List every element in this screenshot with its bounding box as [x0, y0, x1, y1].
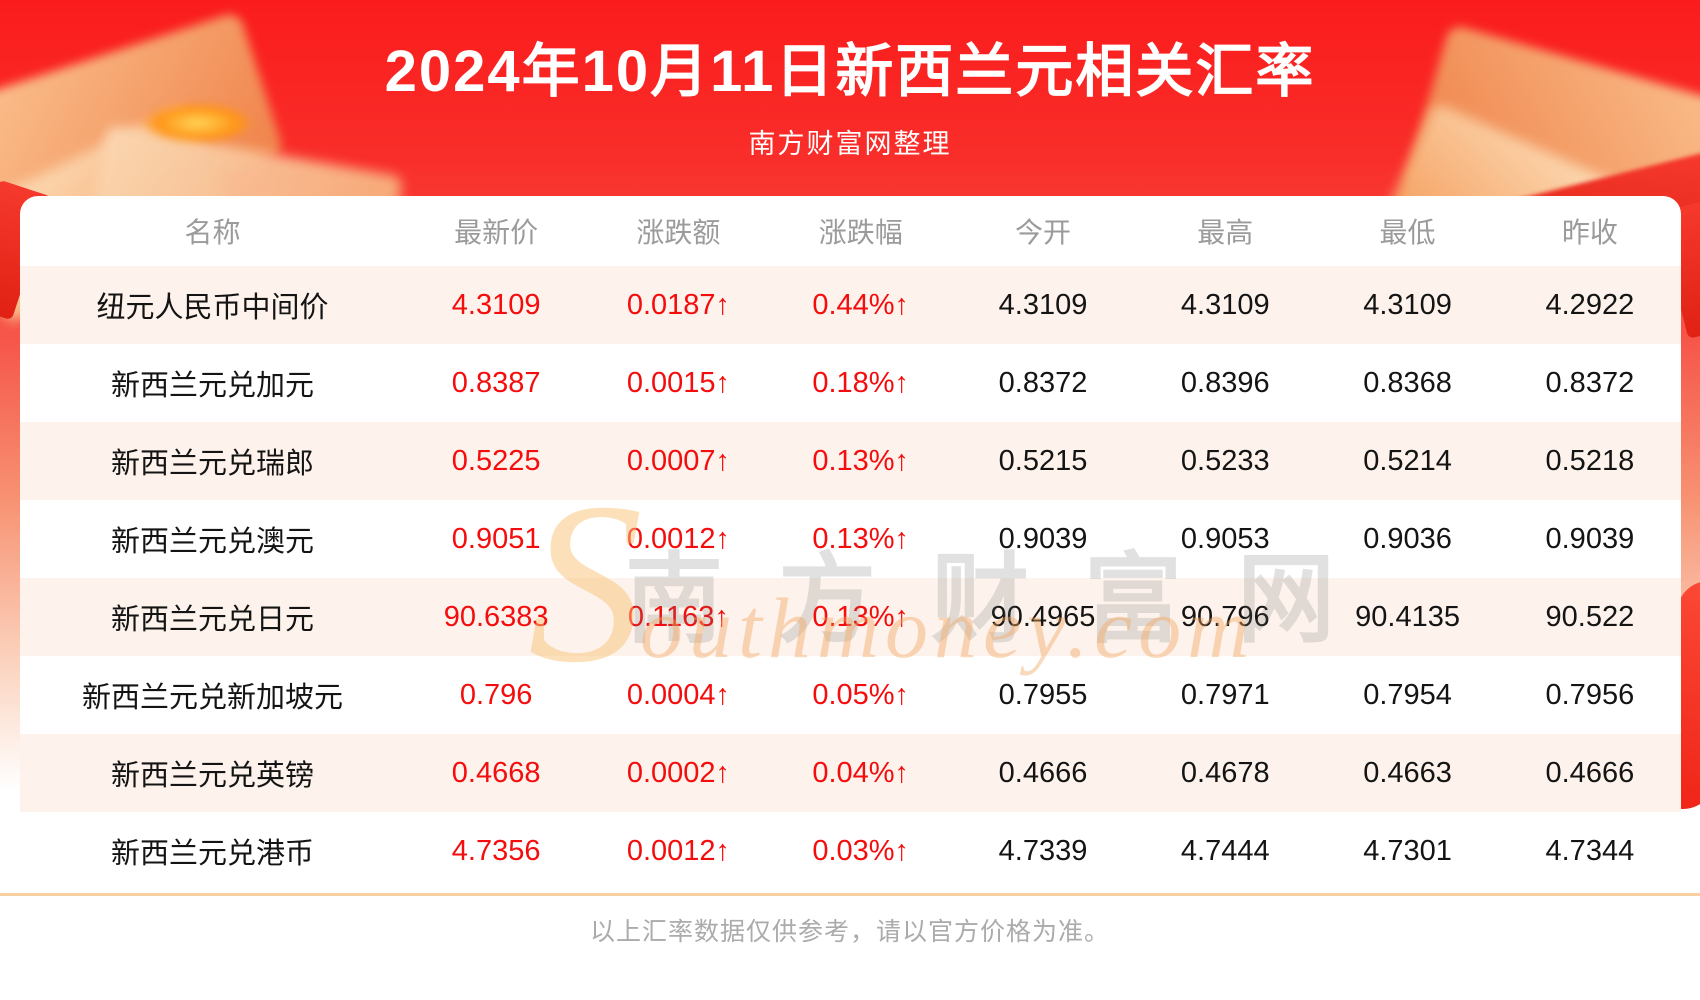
prev-close-value: 0.4666 — [1545, 756, 1635, 789]
change-amount: 0.0007↑ — [626, 444, 731, 477]
change-amount: 0.1163↑ — [627, 600, 729, 633]
prev-close-value: 4.7344 — [1545, 834, 1635, 867]
table-row: 新西兰元兑加元 0.8387 0.0015↑ 0.18%↑ 0.8372 0.8… — [20, 344, 1681, 422]
page-subtitle: 南方财富网整理 — [748, 129, 952, 159]
prev-close-value: 0.8372 — [1545, 366, 1635, 399]
high-value: 90.796 — [1180, 600, 1270, 633]
high-value: 0.7971 — [1180, 678, 1270, 711]
high-value: 4.7444 — [1180, 834, 1270, 867]
last-price: 4.3109 — [451, 288, 541, 321]
change-amount: 0.0012↑ — [626, 522, 731, 555]
prev-close-value: 0.5218 — [1545, 444, 1635, 477]
last-price: 0.8387 — [451, 366, 541, 399]
pair-name: 新西兰元兑英镑 — [110, 760, 314, 792]
footer-divider — [0, 893, 1700, 896]
low-value: 0.5214 — [1363, 444, 1452, 477]
change-percent: 0.13%↑ — [812, 600, 910, 633]
change-amount: 0.0187↑ — [626, 288, 731, 321]
high-value: 0.5233 — [1180, 444, 1270, 477]
table-row: 新西兰元兑港币 4.7356 0.0012↑ 0.03%↑ 4.7339 4.7… — [20, 812, 1681, 890]
change-percent: 0.13%↑ — [812, 444, 910, 477]
column-header-change-amount: 涨跌额 — [636, 217, 721, 248]
low-value: 4.7301 — [1363, 834, 1452, 867]
table-row: 新西兰元兑英镑 0.4668 0.0002↑ 0.04%↑ 0.4666 0.4… — [20, 734, 1681, 812]
pair-name: 新西兰元兑澳元 — [110, 526, 314, 558]
column-header-change-percent: 涨跌幅 — [818, 217, 903, 248]
table-row: 纽元人民币中间价 4.3109 0.0187↑ 0.44%↑ 4.3109 4.… — [20, 266, 1681, 344]
open-value: 0.4666 — [998, 756, 1088, 789]
prev-close-value: 90.522 — [1545, 600, 1635, 633]
high-value: 0.4678 — [1180, 756, 1270, 789]
last-price: 0.9051 — [451, 522, 541, 555]
change-percent: 0.13%↑ — [812, 522, 910, 555]
last-price: 0.5225 — [451, 444, 541, 477]
prev-close-value: 4.2922 — [1545, 288, 1635, 321]
footer-disclaimer: 以上汇率数据仅供参考，请以官方价格为准。 — [589, 918, 1110, 946]
last-price: 0.4668 — [451, 756, 541, 789]
change-percent: 0.44%↑ — [812, 288, 910, 321]
high-value: 0.8396 — [1180, 366, 1270, 399]
pair-name: 纽元人民币中间价 — [96, 292, 329, 324]
open-value: 0.7955 — [998, 678, 1088, 711]
pair-name: 新西兰元兑日元 — [110, 604, 314, 636]
change-percent: 0.04%↑ — [812, 756, 910, 789]
pair-name: 新西兰元兑港币 — [110, 838, 314, 870]
last-price: 90.6383 — [443, 600, 549, 633]
last-price: 4.7356 — [451, 834, 541, 867]
column-header-open: 今开 — [1014, 217, 1071, 248]
change-amount: 0.0012↑ — [626, 834, 731, 867]
table-row: 新西兰元兑澳元 0.9051 0.0012↑ 0.13%↑ 0.9039 0.9… — [20, 500, 1681, 578]
pair-name: 新西兰元兑新加坡元 — [81, 682, 343, 714]
column-header-last-price: 最新价 — [454, 217, 539, 248]
high-value: 4.3109 — [1180, 288, 1270, 321]
pair-name: 新西兰元兑瑞郎 — [110, 448, 314, 480]
table-header-row: 名称 最新价 涨跌额 涨跌幅 今开 最高 最低 昨收 — [20, 196, 1681, 266]
table-row: 新西兰元兑日元 90.6383 0.1163↑ 0.13%↑ 90.4965 9… — [20, 578, 1681, 656]
low-value: 90.4135 — [1355, 600, 1460, 633]
change-amount: 0.0015↑ — [626, 366, 731, 399]
open-value: 4.3109 — [998, 288, 1088, 321]
pair-name: 新西兰元兑加元 — [110, 370, 314, 402]
low-value: 0.4663 — [1363, 756, 1452, 789]
open-value: 0.8372 — [998, 366, 1088, 399]
open-value: 4.7339 — [998, 834, 1088, 867]
high-value: 0.9053 — [1180, 522, 1270, 555]
column-header-high: 最高 — [1197, 217, 1254, 248]
column-header-prev-close: 昨收 — [1561, 217, 1618, 248]
change-percent: 0.18%↑ — [812, 366, 910, 399]
table-row: 新西兰元兑新加坡元 0.796 0.0004↑ 0.05%↑ 0.7955 0.… — [20, 656, 1681, 734]
change-amount: 0.0004↑ — [626, 678, 731, 711]
prev-close-value: 0.9039 — [1545, 522, 1635, 555]
low-value: 4.3109 — [1363, 288, 1452, 321]
last-price: 0.796 — [459, 678, 533, 711]
page-title: 2024年10月11日新西兰元相关汇率 — [384, 39, 1316, 104]
change-amount: 0.0002↑ — [626, 756, 731, 789]
column-header-low: 最低 — [1379, 217, 1436, 248]
low-value: 0.8368 — [1363, 366, 1452, 399]
change-percent: 0.05%↑ — [812, 678, 910, 711]
rates-table-card: 名称 最新价 涨跌额 涨跌幅 今开 最高 最低 昨收 纽元人民币中间价 4.31… — [20, 196, 1681, 890]
prev-close-value: 0.7956 — [1545, 678, 1635, 711]
change-percent: 0.03%↑ — [812, 834, 910, 867]
open-value: 0.9039 — [998, 522, 1088, 555]
open-value: 90.4965 — [990, 600, 1096, 633]
low-value: 0.7954 — [1363, 678, 1452, 711]
table-row: 新西兰元兑瑞郎 0.5225 0.0007↑ 0.13%↑ 0.5215 0.5… — [20, 422, 1681, 500]
low-value: 0.9036 — [1363, 522, 1452, 555]
open-value: 0.5215 — [998, 444, 1088, 477]
column-header-name: 名称 — [184, 217, 241, 248]
